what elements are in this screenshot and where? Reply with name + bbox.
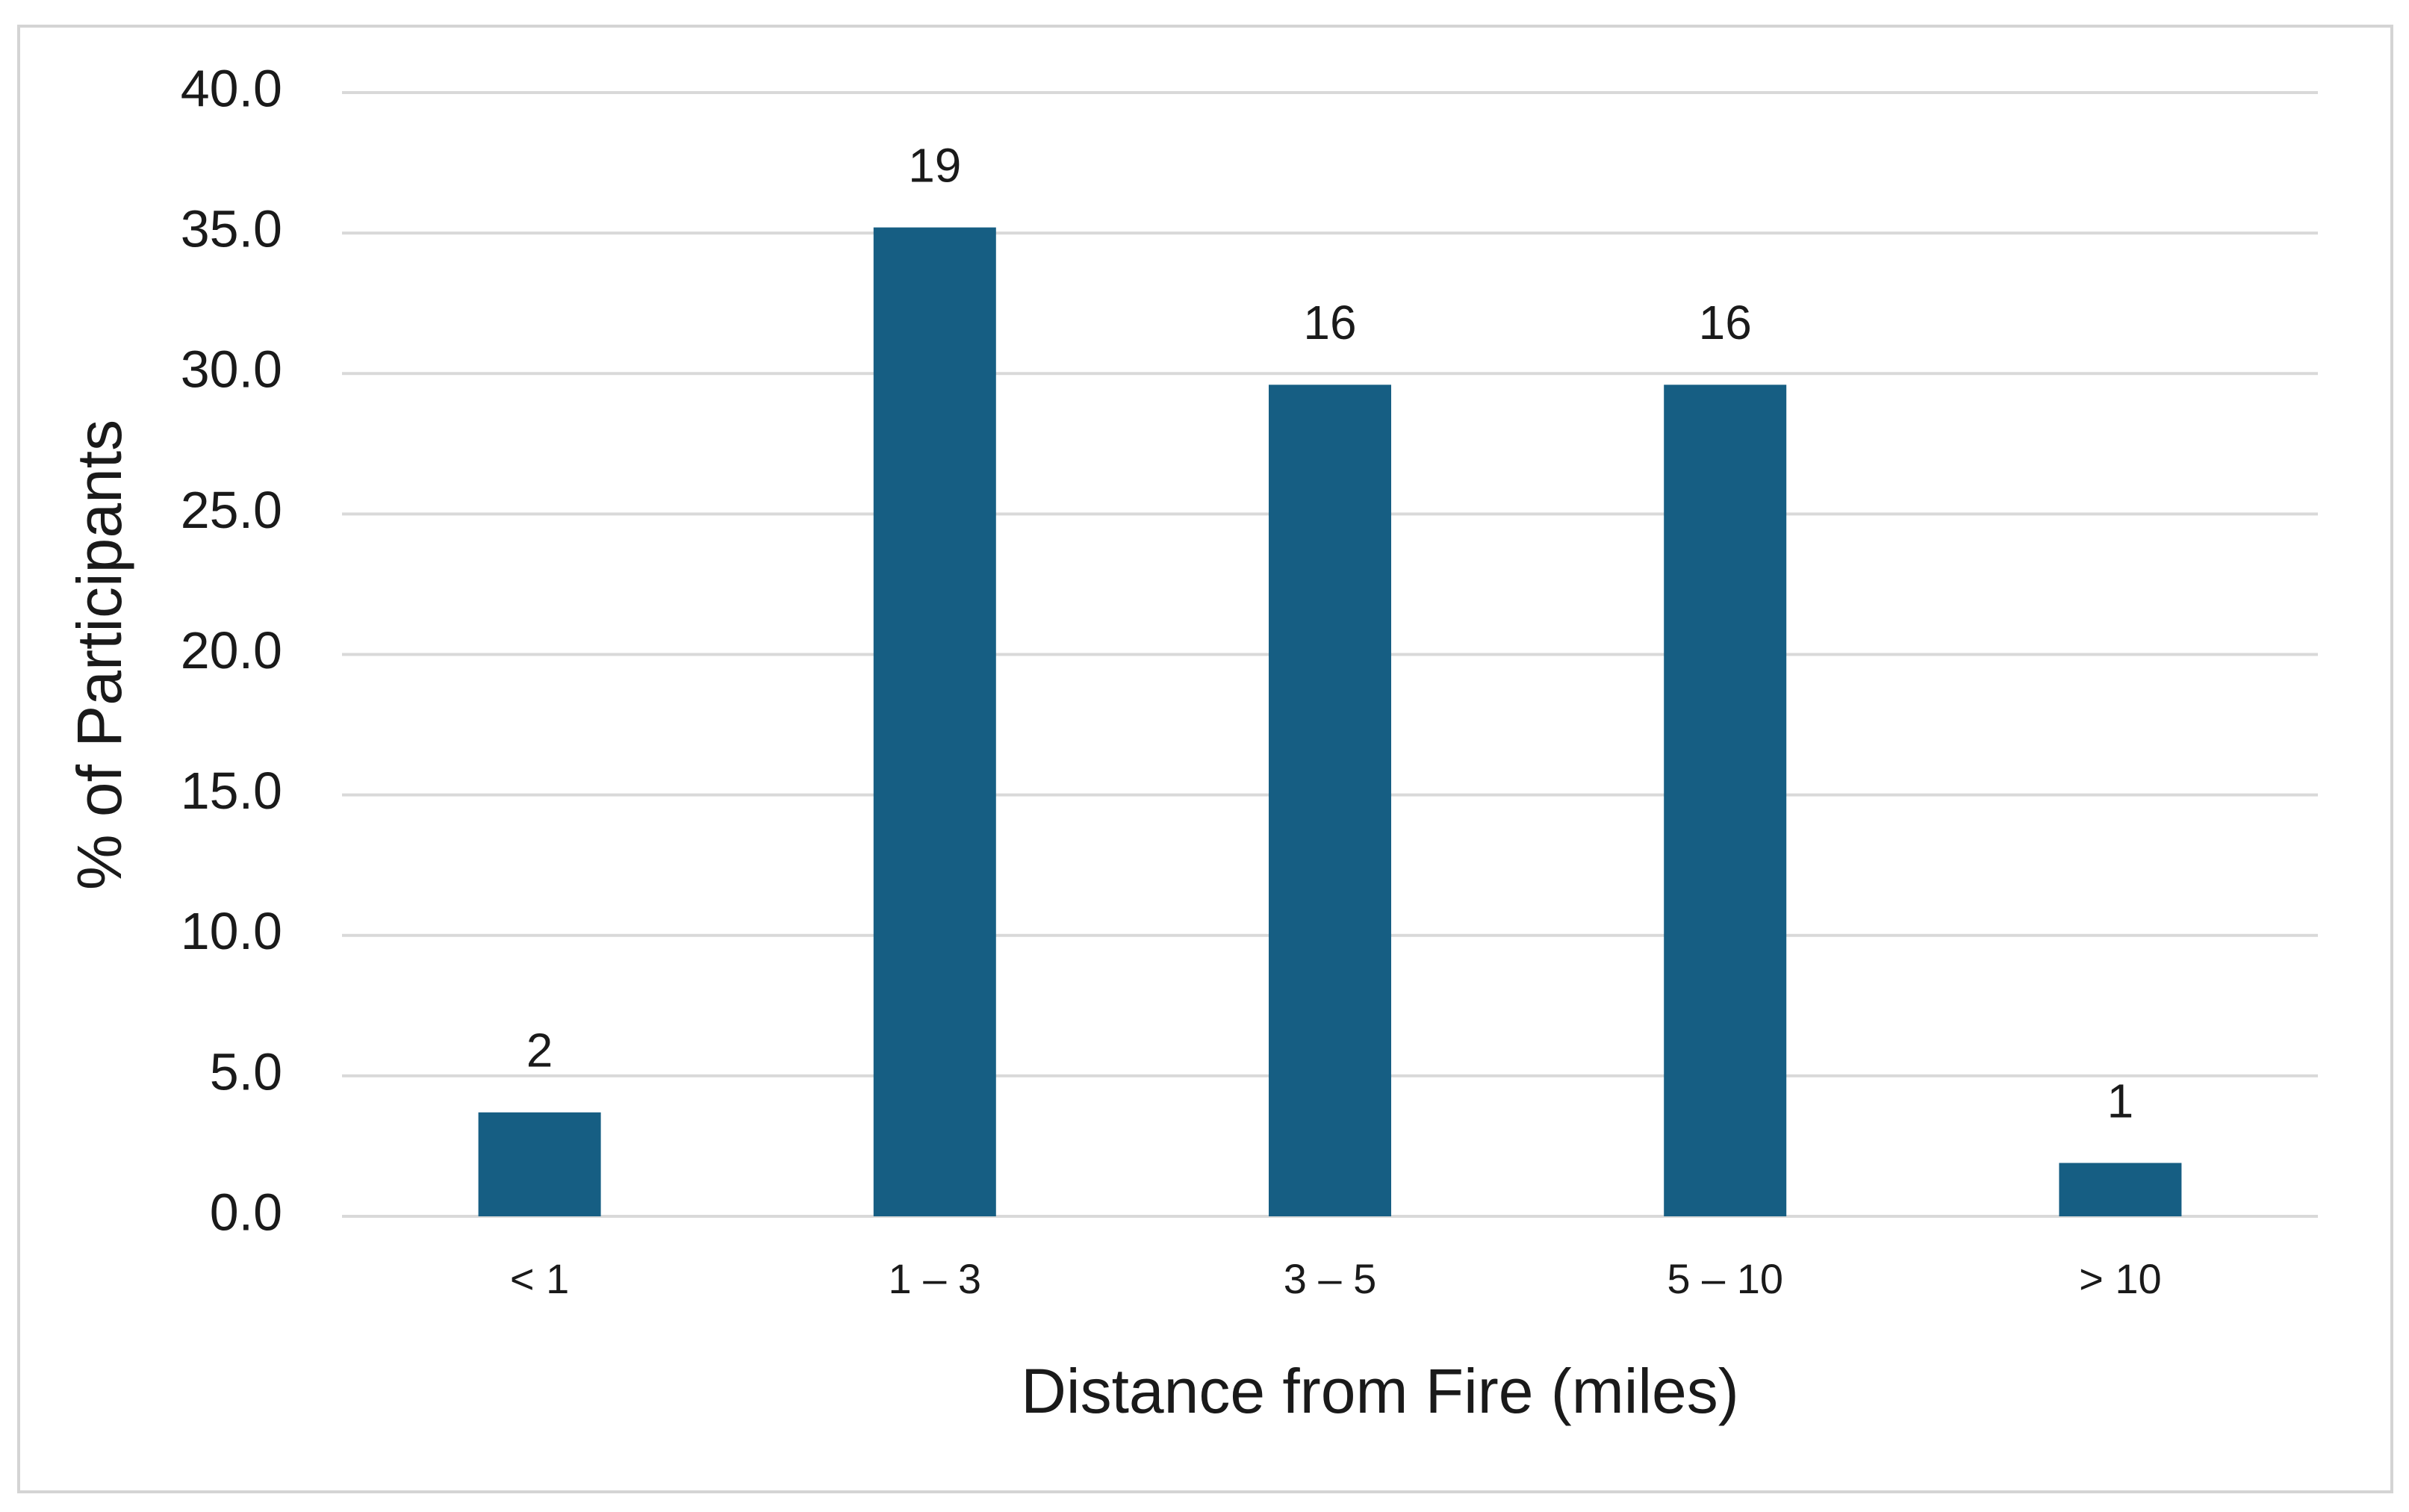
x-tick-label: > 10 — [2079, 1255, 2162, 1302]
data-label: 16 — [1699, 296, 1752, 349]
y-tick-label: 15.0 — [181, 762, 282, 820]
x-tick-label: < 1 — [510, 1255, 569, 1302]
x-tick-label: 1 – 3 — [889, 1255, 982, 1302]
bar — [478, 1112, 601, 1216]
y-tick-label: 10.0 — [181, 902, 282, 960]
data-label: 16 — [1303, 296, 1356, 349]
x-tick-label: 5 – 10 — [1667, 1255, 1783, 1302]
bar — [1269, 385, 1391, 1216]
y-tick-label: 0.0 — [210, 1183, 282, 1241]
bar — [1664, 385, 1787, 1216]
x-axis-title: Distance from Fire (miles) — [1021, 1356, 1738, 1426]
y-tick-label: 25.0 — [181, 481, 282, 539]
y-tick-label: 30.0 — [181, 340, 282, 399]
y-tick-label: 35.0 — [181, 200, 282, 258]
bar — [873, 227, 996, 1217]
bar — [2059, 1163, 2182, 1216]
y-axis-title: % of Participants — [64, 420, 134, 890]
y-tick-label: 40.0 — [181, 59, 282, 117]
chart-frame — [17, 25, 2393, 1493]
y-tick-label: 5.0 — [210, 1042, 282, 1101]
data-label: 19 — [908, 139, 961, 193]
data-label: 1 — [2107, 1074, 2134, 1127]
x-tick-label: 3 – 5 — [1284, 1255, 1377, 1302]
data-label: 2 — [526, 1024, 553, 1077]
y-tick-label: 20.0 — [181, 621, 282, 679]
